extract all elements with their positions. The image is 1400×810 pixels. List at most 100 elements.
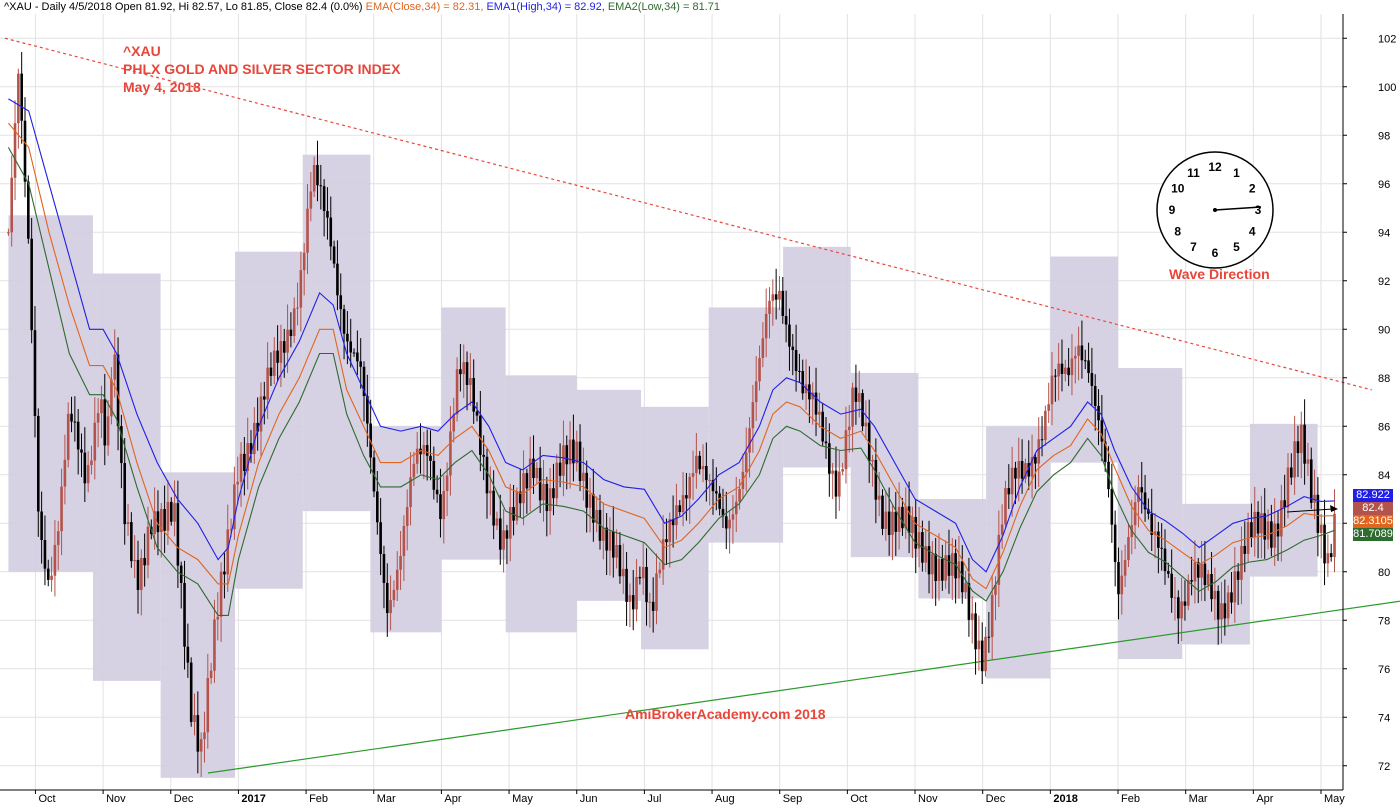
- candle-body: [635, 576, 638, 610]
- candle-body: [1253, 511, 1257, 538]
- candle-body: [788, 324, 791, 347]
- candle-body: [7, 232, 10, 234]
- wave-box: [441, 307, 506, 560]
- candle-body: [289, 329, 293, 336]
- candle-body: [1220, 603, 1223, 620]
- candle-body: [881, 495, 884, 529]
- y-tick-label: 96: [1378, 179, 1390, 191]
- candle-body: [362, 366, 366, 397]
- x-tick-label: Aug: [715, 793, 735, 805]
- candle-body: [349, 341, 353, 353]
- candle-body: [173, 503, 176, 522]
- candle-body: [625, 568, 628, 602]
- candle-body: [123, 463, 127, 525]
- candle-body: [552, 488, 555, 499]
- candle-body: [751, 402, 755, 429]
- clock-number: 3: [1255, 203, 1262, 217]
- candle-body: [339, 295, 343, 310]
- candle-body: [1243, 545, 1247, 554]
- candle-body: [582, 472, 585, 481]
- candle-body: [116, 354, 120, 427]
- candle-body: [1326, 553, 1330, 564]
- candle-body: [901, 506, 904, 529]
- candle-body: [562, 445, 565, 476]
- candle-body: [239, 453, 243, 482]
- header-prefix: ^XAU - Daily 4/5/2018 Open 81.92, Hi 82.…: [4, 1, 363, 13]
- candle-body: [831, 470, 834, 474]
- candle-body: [568, 439, 572, 465]
- candle-body: [1157, 531, 1160, 548]
- candle-body: [1030, 457, 1034, 477]
- candle-body: [425, 445, 429, 456]
- candle-body: [1004, 488, 1007, 525]
- candle-body: [66, 413, 70, 460]
- candle-body: [1206, 574, 1210, 586]
- candle-body: [439, 494, 442, 520]
- candle-body: [851, 387, 854, 427]
- candle-body: [688, 476, 692, 499]
- candle-body: [1060, 363, 1064, 374]
- candle-body: [545, 483, 549, 512]
- header-ema-close: EMA(Close,34) = 82.31,: [365, 1, 484, 13]
- candle-body: [648, 601, 652, 603]
- x-tick-label: Mar: [1189, 793, 1208, 805]
- candle-body: [721, 508, 725, 517]
- candle-body: [100, 399, 103, 414]
- candle-body: [1240, 545, 1243, 580]
- candle-body: [897, 506, 901, 532]
- candle-body: [864, 422, 868, 427]
- y-tick-label: 72: [1378, 761, 1390, 773]
- candle-body: [1286, 467, 1290, 508]
- candle-body: [847, 426, 851, 431]
- candle-body: [475, 411, 479, 416]
- candle-body: [638, 576, 642, 579]
- candle-body: [292, 308, 296, 336]
- candle-body: [944, 555, 947, 581]
- candle-body: [1329, 553, 1333, 558]
- candle-body: [611, 531, 615, 558]
- x-tick-label: 2018: [1053, 793, 1077, 805]
- candle-body: [1050, 375, 1054, 405]
- x-tick-label: Dec: [174, 793, 194, 805]
- candle-body: [1120, 575, 1124, 595]
- candle-body: [249, 443, 253, 455]
- candle-body: [322, 186, 326, 211]
- candle-body: [854, 387, 858, 402]
- candle-body: [1230, 592, 1233, 603]
- candle-body: [269, 367, 273, 376]
- candle-body: [1057, 363, 1060, 377]
- candle-body: [236, 481, 240, 485]
- candle-body: [1260, 513, 1263, 534]
- candle-body: [1100, 420, 1104, 442]
- candle-body: [213, 619, 216, 671]
- candle-body: [432, 460, 436, 490]
- candle-body: [33, 330, 37, 416]
- last-close-label: 82.4: [1353, 502, 1393, 515]
- candle-body: [96, 413, 100, 423]
- candle-body: [1007, 488, 1011, 495]
- candle-body: [140, 557, 143, 590]
- candle-body: [837, 471, 841, 497]
- y-tick-label: 94: [1378, 227, 1390, 239]
- candle-body: [153, 511, 156, 535]
- watermark-label: AmiBrokerAcademy.com 2018: [625, 706, 826, 722]
- candle-body: [485, 456, 489, 494]
- candle-body: [764, 313, 768, 339]
- candle-body: [877, 495, 881, 500]
- clock-number: 5: [1233, 240, 1240, 254]
- clock-number: 12: [1208, 160, 1222, 174]
- y-tick-label: 102: [1378, 33, 1396, 45]
- candle-body: [1323, 524, 1326, 564]
- candle-body: [522, 473, 525, 504]
- candle-body: [608, 531, 612, 551]
- candle-body: [385, 582, 389, 614]
- candle-body: [801, 371, 805, 394]
- candle-body: [904, 506, 908, 529]
- candle-body: [927, 546, 931, 575]
- x-tick-label: Mar: [377, 793, 396, 805]
- candle-body: [23, 120, 27, 182]
- candle-body: [1097, 405, 1100, 421]
- candle-body: [282, 341, 286, 353]
- candle-body: [412, 463, 416, 478]
- candle-body: [206, 678, 210, 733]
